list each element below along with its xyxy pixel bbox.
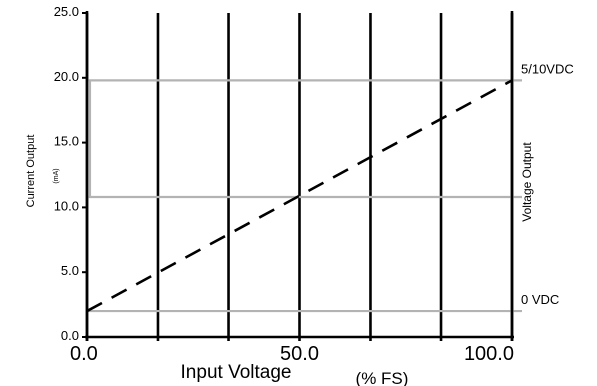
x-tick-label: 50.0: [280, 343, 319, 365]
x-tick-label: 0.0: [70, 343, 98, 365]
series-line: [86, 79, 513, 313]
reference-line-label: 0 VDC: [521, 292, 559, 307]
x-axis-unit: (% FS): [356, 369, 409, 386]
reference-lines: 0 VDC 5/10VDC: [87, 61, 574, 313]
y-tick-label: 5.0: [61, 263, 79, 278]
y-tick-label: 20.0: [54, 69, 79, 84]
x-tick-label: 100.0: [464, 343, 514, 365]
axis-labels: Input Voltage (% FS) Current Output (mA)…: [25, 135, 534, 386]
y-tick-label: 25.0: [54, 4, 79, 19]
y-axis-label: Current Output: [25, 135, 37, 208]
y-tick-label: 10.0: [54, 198, 79, 213]
y2-axis-label: Voltage Output: [520, 142, 534, 222]
y-axis-unit: (mA): [53, 168, 60, 183]
y-tick-label: 15.0: [54, 134, 79, 149]
series: [86, 79, 513, 313]
y-tick-label: 0.0: [61, 328, 79, 343]
vertical-grid: [85, 13, 514, 341]
axes: [85, 11, 514, 341]
x-axis-label: Input Voltage: [181, 362, 292, 383]
tick-labels: 0.0 5.0 10.0 15.0 20.0 25.0 0.0 50.0 100.0: [54, 4, 514, 365]
reference-line-label: 5/10VDC: [521, 61, 574, 76]
